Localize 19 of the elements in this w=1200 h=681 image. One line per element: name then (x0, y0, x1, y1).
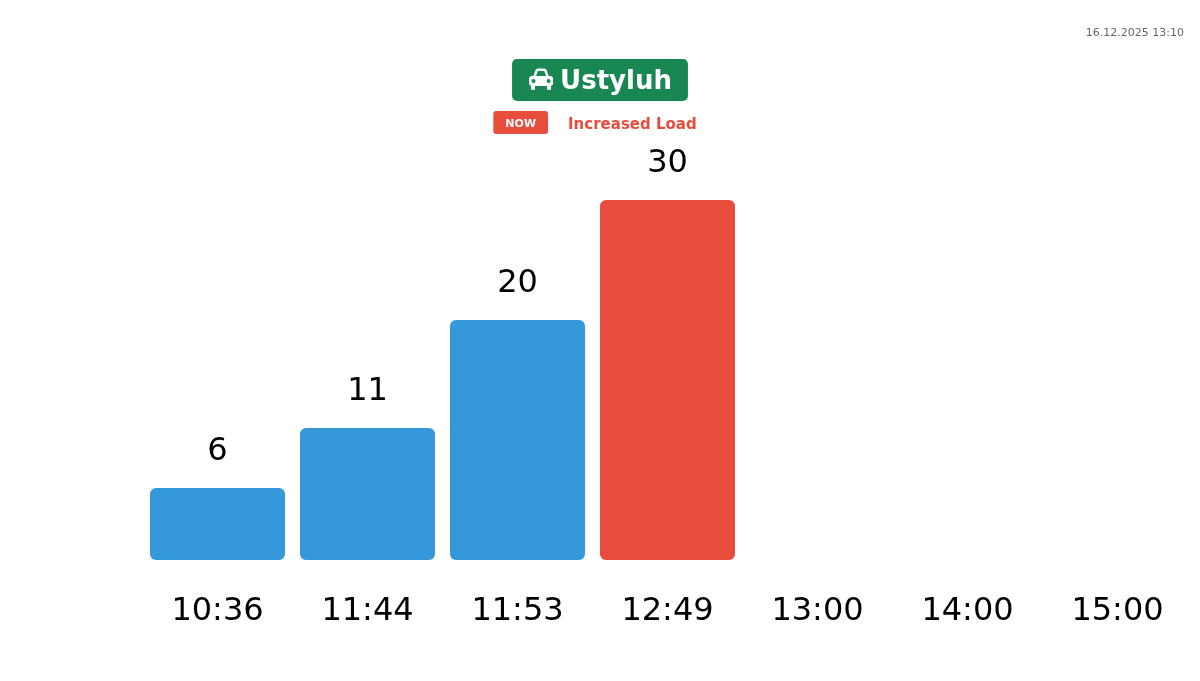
x-tick-label: 14:00 (921, 589, 1014, 628)
data-label: 6 (207, 430, 228, 468)
x-tick-label: 13:00 (771, 589, 864, 628)
x-tick-label: 12:49 (621, 589, 714, 628)
chart-subtitle: Increased Load (568, 115, 697, 133)
text: 16.12.2025 13:10 (1085, 26, 1184, 39)
x-tick-label: 10:36 (171, 589, 264, 628)
bar (300, 428, 435, 560)
bar (600, 200, 735, 560)
data-label: 20 (497, 262, 538, 300)
bar (150, 488, 285, 560)
bar (450, 320, 585, 560)
data-label: 30 (647, 142, 688, 180)
x-tick-label: 11:53 (471, 589, 564, 628)
x-tick-label: 15:00 (1071, 589, 1164, 628)
x-tick-label: 11:44 (321, 589, 414, 628)
text: NOW (505, 117, 537, 130)
chart-title: Ustyluh (560, 65, 672, 95)
data-label: 11 (347, 370, 388, 408)
